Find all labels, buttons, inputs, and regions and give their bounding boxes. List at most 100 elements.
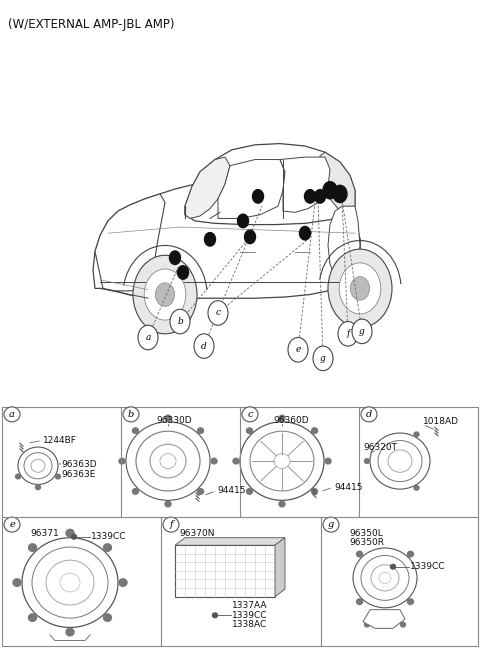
Circle shape — [165, 415, 171, 421]
Circle shape — [328, 249, 392, 328]
Circle shape — [178, 266, 189, 279]
Circle shape — [55, 474, 60, 479]
Circle shape — [408, 599, 413, 605]
Circle shape — [123, 407, 139, 422]
Text: b: b — [177, 317, 183, 326]
Circle shape — [312, 428, 318, 434]
Polygon shape — [363, 610, 405, 629]
Circle shape — [338, 321, 358, 346]
Text: 96363E: 96363E — [61, 470, 96, 479]
Text: 1339CC: 1339CC — [232, 611, 267, 619]
Text: 96360D: 96360D — [273, 417, 309, 425]
Circle shape — [300, 226, 311, 240]
Circle shape — [66, 629, 74, 636]
Polygon shape — [328, 227, 360, 291]
Circle shape — [323, 181, 337, 199]
Circle shape — [246, 428, 252, 434]
Text: 96363D: 96363D — [61, 460, 96, 469]
Circle shape — [170, 309, 190, 334]
Circle shape — [313, 346, 333, 371]
Circle shape — [104, 544, 111, 551]
Circle shape — [350, 277, 370, 300]
Circle shape — [28, 544, 36, 551]
Text: d: d — [366, 410, 372, 419]
Polygon shape — [93, 180, 360, 299]
Circle shape — [364, 622, 370, 627]
Circle shape — [66, 529, 74, 537]
Circle shape — [211, 458, 217, 464]
Text: a: a — [145, 333, 151, 342]
Circle shape — [244, 230, 255, 244]
Text: 96350R: 96350R — [349, 538, 384, 547]
Circle shape — [165, 502, 171, 507]
Polygon shape — [320, 152, 355, 214]
Polygon shape — [280, 157, 330, 213]
Text: 96330D: 96330D — [156, 417, 192, 425]
Circle shape — [144, 269, 186, 320]
Circle shape — [339, 263, 381, 314]
Text: 96371: 96371 — [30, 529, 59, 538]
Text: g: g — [359, 327, 365, 336]
Text: e: e — [9, 520, 15, 529]
Circle shape — [36, 485, 40, 490]
Circle shape — [274, 454, 290, 469]
Circle shape — [325, 458, 331, 464]
Text: 96370N: 96370N — [179, 529, 215, 538]
Text: f: f — [346, 329, 350, 338]
Circle shape — [364, 459, 370, 463]
Circle shape — [238, 214, 249, 227]
Circle shape — [132, 428, 138, 434]
Polygon shape — [185, 144, 355, 225]
Polygon shape — [95, 194, 165, 291]
Text: 1339CC: 1339CC — [410, 562, 445, 571]
Polygon shape — [328, 206, 360, 284]
Text: 96350L: 96350L — [349, 529, 383, 538]
Text: 1244BF: 1244BF — [43, 436, 77, 445]
Circle shape — [198, 428, 204, 434]
Text: c: c — [216, 308, 220, 318]
Circle shape — [169, 251, 180, 264]
Circle shape — [414, 485, 419, 490]
Text: 1339CC: 1339CC — [91, 532, 127, 541]
Circle shape — [133, 255, 197, 334]
Text: (W/EXTERNAL AMP-JBL AMP): (W/EXTERNAL AMP-JBL AMP) — [8, 18, 175, 31]
Circle shape — [246, 489, 252, 494]
Polygon shape — [218, 159, 285, 218]
Text: 94415: 94415 — [217, 487, 245, 496]
Circle shape — [400, 622, 406, 627]
Text: 1018AD: 1018AD — [423, 417, 459, 426]
Text: 1337AA: 1337AA — [232, 601, 267, 610]
Circle shape — [414, 432, 419, 437]
Circle shape — [132, 489, 138, 494]
Polygon shape — [275, 538, 285, 597]
Circle shape — [208, 301, 228, 325]
Circle shape — [288, 338, 308, 362]
Polygon shape — [185, 157, 230, 218]
Circle shape — [213, 613, 217, 618]
Circle shape — [104, 614, 111, 621]
Circle shape — [323, 517, 339, 532]
Circle shape — [4, 407, 20, 422]
Text: e: e — [295, 345, 300, 354]
Circle shape — [357, 551, 362, 557]
Circle shape — [72, 535, 76, 539]
Circle shape — [408, 551, 413, 557]
Circle shape — [242, 407, 258, 422]
Circle shape — [156, 283, 175, 307]
Polygon shape — [175, 538, 285, 545]
Circle shape — [314, 190, 325, 203]
Circle shape — [4, 517, 20, 532]
Circle shape — [198, 489, 204, 494]
Circle shape — [15, 474, 21, 479]
Text: g: g — [328, 520, 334, 529]
Circle shape — [233, 458, 239, 464]
Circle shape — [312, 489, 318, 494]
Circle shape — [361, 407, 377, 422]
Circle shape — [13, 579, 21, 586]
Circle shape — [138, 325, 158, 350]
Circle shape — [279, 502, 285, 507]
Circle shape — [352, 319, 372, 343]
Text: c: c — [247, 410, 253, 419]
Circle shape — [252, 190, 264, 203]
Bar — [175, 545, 275, 597]
